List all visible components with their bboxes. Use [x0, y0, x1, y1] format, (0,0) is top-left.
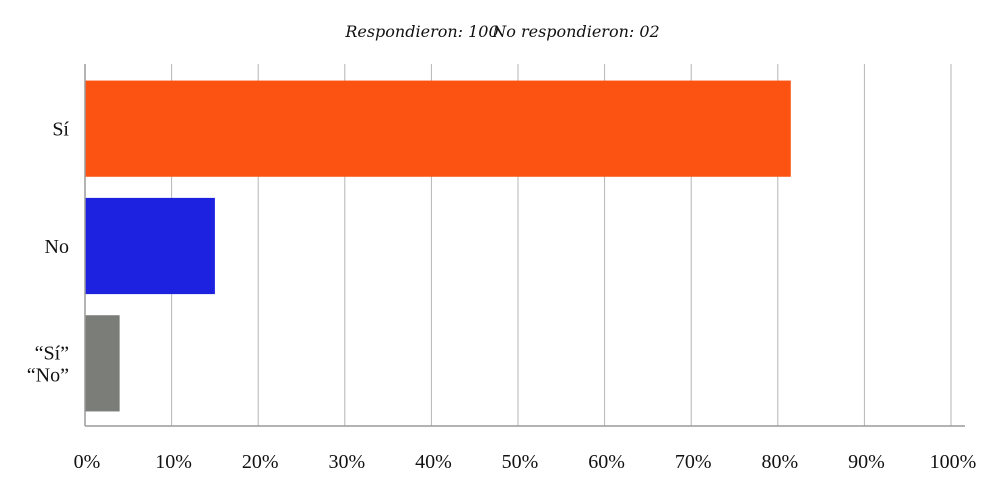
- axes: [84, 64, 965, 427]
- x-tick-label: 40%: [415, 451, 452, 473]
- subtitle-respondieron: Respondieron: 100: [344, 22, 498, 41]
- x-tick-label: 80%: [761, 451, 798, 473]
- bars: [85, 80, 791, 412]
- bar: [85, 315, 120, 412]
- x-tick-label: 70%: [675, 451, 712, 473]
- category-labels: Sí No “Sí”“No”: [27, 119, 70, 387]
- x-tick-labels: 0% 10% 20% 30% 40% 50% 60% 70% 80% 90% 100%: [74, 451, 977, 473]
- x-tick-label: 50%: [502, 451, 539, 473]
- bar: [85, 80, 791, 177]
- subtitle-no-respondieron: No respondieron: 02: [491, 22, 659, 41]
- x-tick-label: 60%: [588, 451, 625, 473]
- category-label: No: [45, 236, 69, 258]
- x-tick-label: 30%: [328, 451, 365, 473]
- category-label: “Sí”: [35, 342, 69, 364]
- category-label: Sí: [52, 119, 69, 141]
- x-tick-label: 20%: [242, 451, 279, 473]
- category-label: “No”: [27, 364, 69, 386]
- bar: [85, 197, 215, 295]
- x-tick-label: 10%: [155, 451, 192, 473]
- x-tick-label: 100%: [930, 451, 977, 473]
- x-tick-label: 0%: [74, 451, 101, 473]
- x-tick-label: 90%: [848, 451, 885, 473]
